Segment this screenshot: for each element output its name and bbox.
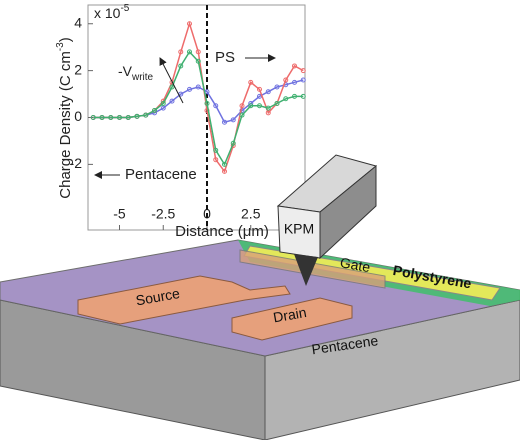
drain-electrode [231,297,353,341]
data-point [178,49,184,55]
source-label: Source [135,285,182,308]
data-point [230,140,236,146]
data-point [187,49,192,55]
data-point [265,89,271,95]
x-tick-label: -5 [113,206,126,222]
device-schematic: Source Drain Gate Polystyrene Pentacene … [0,154,520,440]
data-point [265,105,271,111]
data-point [283,96,289,102]
data-point [239,112,245,118]
data-point [178,63,184,69]
data-point [248,79,254,85]
probe-label: KPM [284,221,314,237]
series-line [93,50,304,167]
y-tick-label: 0 [74,108,82,124]
x-tick-label: -2.5 [151,206,175,222]
data-point [169,84,175,90]
data-point [300,77,306,83]
data-point [99,115,105,120]
multiplier-sup: -5 [120,3,129,14]
data-point [222,168,227,174]
data-point [300,93,306,99]
data-point [117,115,122,120]
y-tick-label: 4 [74,14,82,30]
y-label-sup: -3 [55,42,66,51]
data-point [222,119,227,125]
data-point [265,110,271,116]
y-label-text: Charge Density (C cm [57,51,74,199]
annotation-vwrite: -Vwrite [118,63,154,83]
x-tick-label: 2.5 [241,206,261,222]
gate-label: Gate [339,254,372,275]
data-point [195,84,201,90]
data-point [300,68,306,74]
data-point [213,157,219,163]
source-electrode [77,275,291,325]
data-point [274,100,280,106]
data-point [187,21,192,27]
multiplier-text: x 10 [94,5,121,21]
data-point [274,84,280,90]
annotation-pentacene: Pentacene [125,166,197,183]
y-tick-label: -2 [70,155,83,171]
data-point [169,98,175,104]
data-point [248,103,254,109]
data-point [204,100,210,106]
data-point [160,100,166,106]
data-point [213,147,219,153]
multiplier: x 10-5 [94,3,130,21]
data-point [195,58,201,64]
data-point [292,63,297,69]
data-point [283,77,289,83]
data-point [292,79,297,85]
data-point [257,103,262,109]
data-point [239,103,245,109]
vwrite-text: -V [118,63,133,79]
data-point [213,103,219,109]
data-point [134,113,140,119]
x-axis-label: Distance (μm) [175,223,269,240]
data-point [195,49,201,55]
probe-tip [294,254,318,286]
data-point [143,112,149,118]
data-point [160,105,166,111]
data-point [125,115,131,120]
probe-side [319,164,377,260]
data-point [108,115,114,120]
data-point [90,115,96,120]
data-point [222,161,227,167]
y-axis-label: Charge Density (C cm-3) [55,37,74,198]
data-point [187,86,192,92]
data-point [292,93,297,99]
data-point [257,86,262,92]
y-label-end: ) [57,37,74,42]
vwrite-arrow [159,57,184,104]
vwrite-sub: write [131,72,154,83]
data-point [230,117,236,123]
annotation-ps: PS [215,49,235,66]
drain-label: Drain [272,304,308,326]
data-point [152,107,157,113]
y-tick-label: 2 [74,61,82,77]
